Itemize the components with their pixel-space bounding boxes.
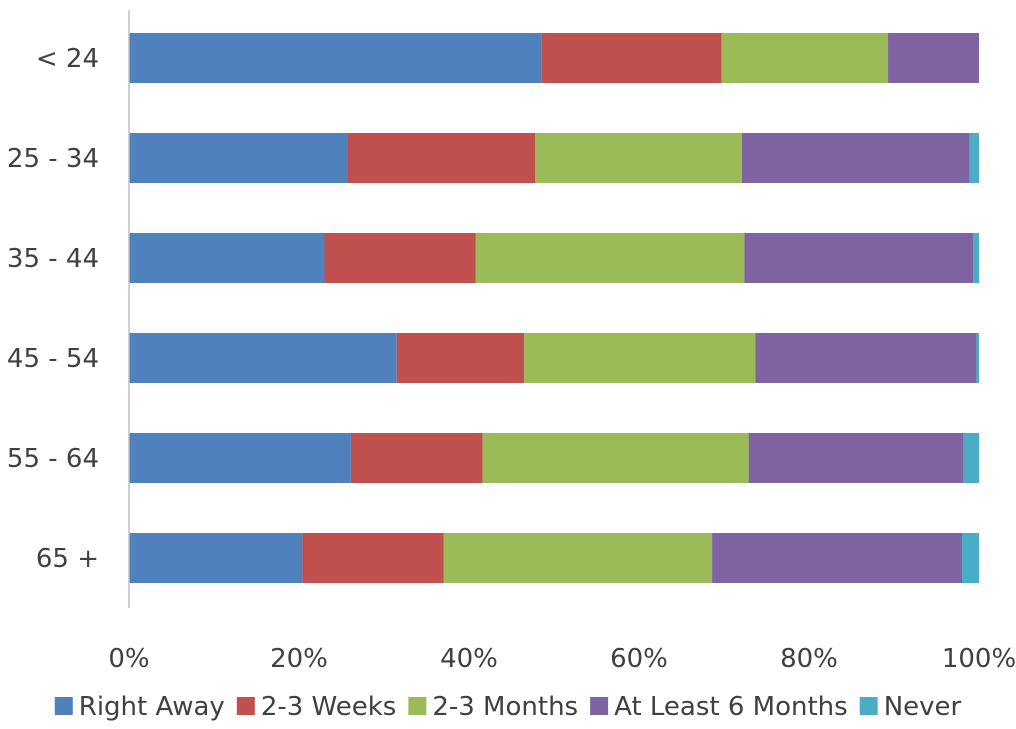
bar-segment-1-0 — [129, 133, 348, 183]
bar-segment-1-3 — [741, 133, 970, 183]
x-tick-label: 100% — [942, 644, 1016, 674]
y-tick-labels: < 24 25 - 34 35 - 44 45 - 54 55 - 64 65 + — [7, 44, 99, 574]
bar-segment-2-1 — [324, 233, 476, 283]
legend-item: Right Away — [54, 692, 225, 722]
bar-segment-4-4 — [963, 433, 979, 483]
legend-swatch — [236, 697, 255, 715]
y-tick-label: 25 - 34 — [7, 144, 99, 174]
bar-segment-2-4 — [973, 233, 979, 283]
bar-segment-5-3 — [712, 533, 962, 583]
x-tick-label: 0% — [108, 644, 149, 674]
x-tick-label: 60% — [610, 644, 668, 674]
bar-segment-4-0 — [129, 433, 351, 483]
bar-segment-3-4 — [976, 333, 979, 383]
bar-segment-0-0 — [129, 33, 542, 83]
legend-swatch — [408, 697, 427, 715]
legend-item: 2-3 Months — [408, 692, 578, 722]
y-tick-label: 65 + — [36, 544, 99, 574]
bar-segment-3-0 — [129, 333, 397, 383]
y-tick-label: 45 - 54 — [7, 344, 99, 374]
legend: Right Away 2-3 Weeks 2-3 Months At Least 6 … — [54, 692, 962, 722]
x-tick-label: 20% — [270, 644, 328, 674]
legend-swatch — [590, 697, 609, 715]
legend-swatch — [54, 697, 73, 715]
bar-segment-3-1 — [396, 333, 525, 383]
bars-layer — [129, 33, 979, 583]
legend-item: 2-3 Weeks — [236, 692, 397, 722]
legend-swatch — [859, 697, 878, 715]
bar-segment-4-2 — [482, 433, 749, 483]
legend-label: Right Away — [79, 692, 225, 722]
bar-segment-3-3 — [755, 333, 977, 383]
bar-segment-1-4 — [969, 133, 979, 183]
bar-segment-5-4 — [962, 533, 979, 583]
bar-segment-5-2 — [443, 533, 713, 583]
bar-segment-0-3 — [888, 33, 979, 83]
bar-segment-5-0 — [129, 533, 303, 583]
y-tick-label: 35 - 44 — [7, 244, 99, 274]
x-tick-label: 80% — [780, 644, 838, 674]
legend-label: At Least 6 Months — [614, 692, 848, 722]
bar-segment-0-2 — [721, 33, 889, 83]
bar-segment-2-3 — [744, 233, 974, 283]
legend-label: Never — [884, 692, 962, 722]
bar-segment-1-2 — [535, 133, 742, 183]
y-tick-label: 55 - 64 — [7, 444, 99, 474]
bar-segment-4-1 — [350, 433, 483, 483]
legend-item: Never — [859, 692, 962, 722]
bar-segment-4-3 — [748, 433, 964, 483]
bar-segment-1-1 — [347, 133, 536, 183]
x-tick-labels: 0% 20% 40% 60% 80% 100% — [108, 644, 1016, 674]
bar-segment-2-2 — [475, 233, 745, 283]
y-tick-label: < 24 — [36, 44, 99, 74]
bar-segment-5-1 — [302, 533, 444, 583]
legend-label: 2-3 Months — [432, 692, 578, 722]
legend-item: At Least 6 Months — [590, 692, 848, 722]
bar-segment-2-0 — [129, 233, 325, 283]
bar-segment-3-2 — [524, 333, 756, 383]
bar-segment-0-1 — [541, 33, 722, 83]
legend-label: 2-3 Weeks — [261, 692, 397, 722]
x-tick-label: 40% — [440, 644, 498, 674]
